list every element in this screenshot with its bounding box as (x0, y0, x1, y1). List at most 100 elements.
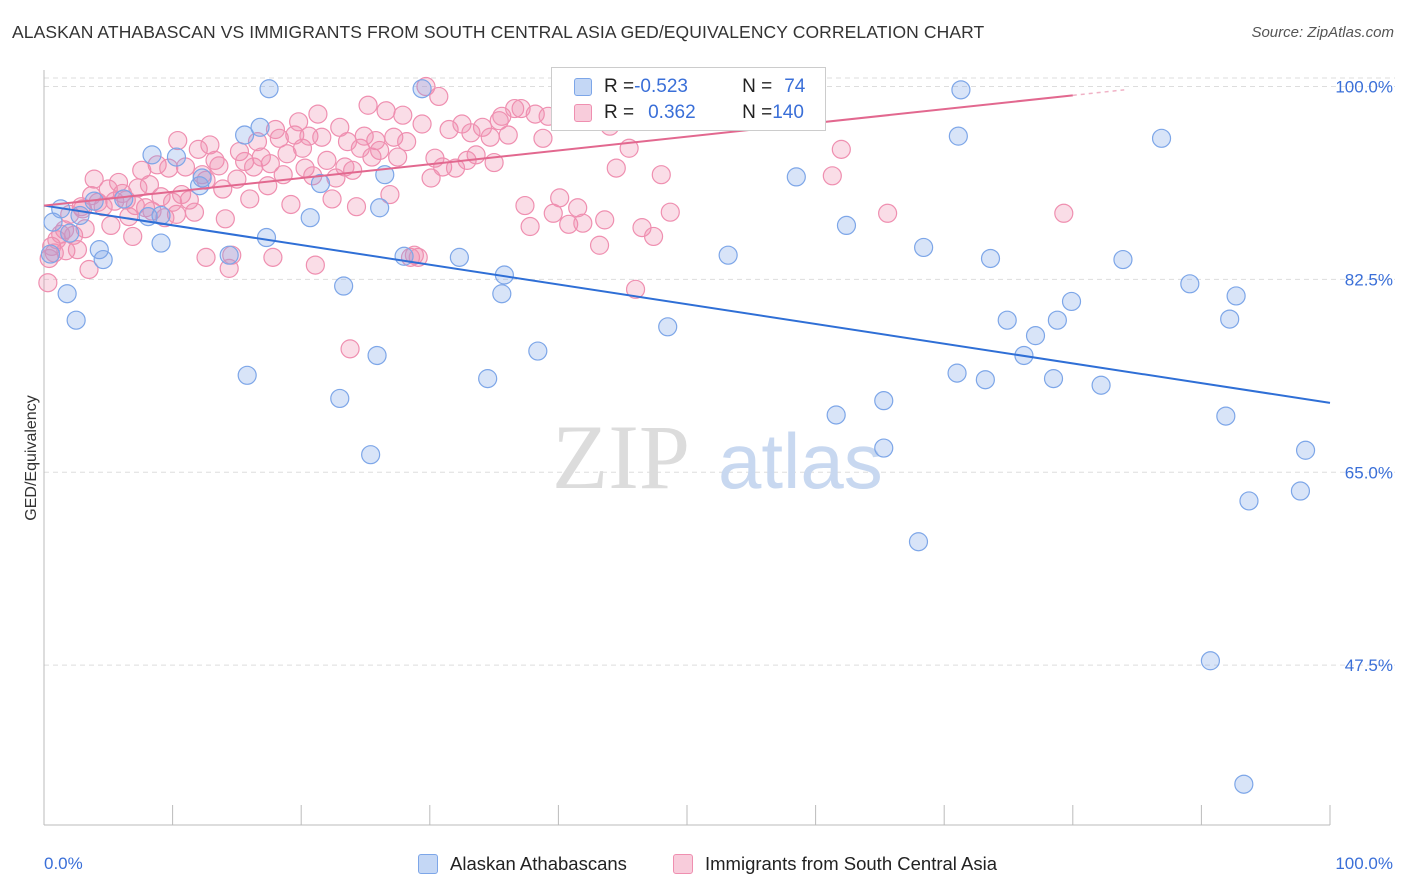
bottom-legend-series2: Immigrants from South Central Asia (673, 852, 997, 876)
y-axis-label: GED/Equivalency (23, 395, 40, 520)
legend-row-pink: R = 0.362 N = 140 (574, 101, 804, 125)
scatter-point-blue (1234, 774, 1254, 794)
scatter-point-pink (606, 158, 626, 178)
scatter-point-blue (1043, 369, 1064, 389)
scatter-point-blue (1239, 491, 1259, 511)
legend-swatch-pink (574, 104, 592, 122)
scatter-point-blue (951, 80, 971, 100)
y-tick-label: 47.5% (1345, 656, 1393, 675)
scatter-point-pink (322, 189, 342, 209)
scatter-point-blue (235, 125, 255, 145)
scatter-point-blue (449, 247, 469, 267)
scatter-point-blue (1220, 309, 1240, 329)
scatter-point-pink (380, 184, 400, 205)
scatter-point-pink (305, 255, 325, 275)
bottom-legend-swatch-blue (418, 854, 438, 874)
scatter-point-blue (908, 532, 929, 552)
chart-source: Source: ZipAtlas.com (1251, 24, 1394, 41)
scatter-point-pink (878, 203, 898, 223)
scatter-point-pink (388, 147, 408, 167)
scatter-point-blue (310, 173, 331, 194)
scatter-point-blue (1216, 406, 1236, 426)
legend-r-label: R = (604, 76, 635, 97)
scatter-point-blue (492, 284, 512, 304)
scatter-point-pink (412, 114, 432, 134)
scatter-point-pink (213, 179, 233, 199)
scatter-point-blue (300, 208, 320, 228)
scatter-point-blue (190, 176, 210, 196)
scatter-point-blue (89, 240, 109, 260)
scatter-point-pink (354, 126, 374, 146)
scatter-point-blue (367, 345, 387, 366)
legend-r-label: R = (604, 102, 635, 123)
scatter-point-blue (975, 370, 995, 390)
scatter-point-blue (980, 248, 1001, 269)
scatter-point-blue (658, 317, 678, 337)
scatter-point-pink (269, 128, 289, 148)
scatter-point-blue (528, 341, 548, 361)
scatter-point-pink (101, 215, 121, 236)
y-tick-label: 82.5% (1345, 270, 1393, 289)
scatter-point-blue (334, 276, 354, 296)
scatter-point-blue (1025, 326, 1046, 346)
trend-line-pink-extension (1072, 89, 1125, 97)
scatter-point-blue (151, 233, 171, 253)
scatter-point-pink (505, 98, 525, 119)
scatter-point-blue (1226, 286, 1246, 306)
scatter-point-pink (215, 209, 235, 229)
legend-n-label: N = (742, 76, 773, 97)
scatter-point-pink (281, 194, 301, 215)
scatter-point-pink (67, 240, 88, 260)
scatter-point-pink (244, 157, 264, 177)
scatter-point-pink (196, 247, 216, 267)
y-tick-label: 65.0% (1345, 463, 1393, 482)
scatter-point-blue (718, 245, 738, 265)
scatter-point-pink (159, 158, 179, 178)
scatter-point-pink (258, 176, 278, 196)
scatter-point-pink (660, 202, 680, 222)
scatter-point-blue (1200, 651, 1221, 671)
scatter-point-blue (947, 363, 967, 383)
bottom-legend-swatch-pink (673, 854, 693, 874)
bottom-legend-label-pink: Immigrants from South Central Asia (705, 853, 997, 874)
scatter-point-blue (40, 244, 61, 264)
scatter-point-pink (393, 105, 413, 125)
scatter-point-pink (123, 226, 143, 247)
scatter-point-blue (874, 391, 894, 411)
scatter-point-pink (343, 160, 363, 180)
scatter-point-blue (786, 167, 806, 187)
scatter-point-pink (595, 210, 615, 230)
scatter-point-pink (260, 154, 280, 174)
scatter-point-pink (498, 125, 518, 145)
legend-r-value: -0.523 (634, 76, 688, 97)
watermark-zip: ZIP (552, 406, 690, 508)
scatter-point-pink (79, 259, 99, 280)
scatter-point-blue (361, 445, 381, 465)
scatter-point-blue (874, 438, 894, 458)
series-blue-points (40, 79, 1316, 794)
scatter-point-blue (114, 189, 134, 209)
scatter-point-blue (1047, 310, 1067, 330)
scatter-point-pink (317, 150, 337, 170)
scatter-point-pink (358, 95, 378, 115)
scatter-point-pink (480, 127, 500, 147)
scatter-point-pink (1054, 203, 1074, 223)
scatter-point-blue (192, 168, 212, 188)
scatter-point-pink (209, 156, 229, 176)
scatter-point-blue (256, 227, 277, 248)
trend-layer (43, 89, 1331, 404)
scatter-point-pink (54, 220, 75, 240)
scatter-point-pink (312, 127, 332, 147)
scatter-point-pink (472, 117, 493, 137)
scatter-point-pink (370, 140, 390, 161)
scatter-point-blue (60, 223, 80, 243)
scatter-point-pink (429, 86, 449, 107)
scatter-point-blue (478, 369, 498, 389)
watermark-atlas: atlas (718, 417, 883, 505)
scatter-point-blue (1091, 375, 1111, 395)
scatter-point-blue (836, 215, 857, 236)
scatter-point-pink (466, 145, 486, 165)
legend-n-value: 140 (772, 102, 804, 123)
bottom-legend-series1: Alaskan Athabascans (418, 852, 627, 876)
trend-line-pink (43, 94, 1073, 207)
